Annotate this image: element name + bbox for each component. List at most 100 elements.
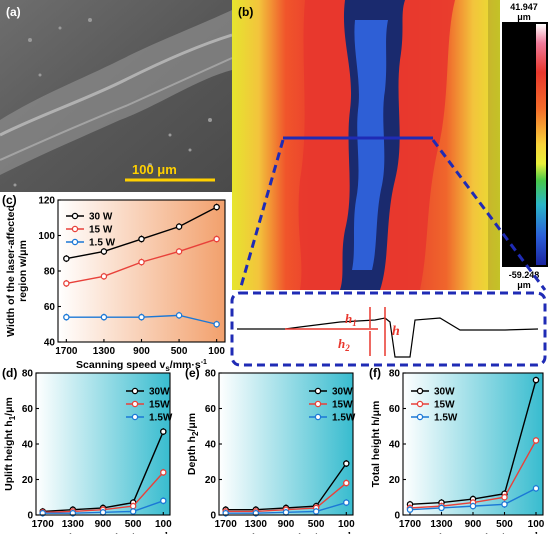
y-tick-label: 80: [205, 369, 217, 380]
data-point-s1_5: [213, 320, 220, 328]
legend-marker: [314, 387, 322, 395]
legend-marker: [416, 413, 424, 421]
colorbar-bottom-value: -59.248: [509, 270, 540, 280]
legend-label: 15W: [332, 400, 353, 411]
data-point-s30: [343, 460, 350, 467]
y-tick-label: 20: [22, 475, 34, 486]
x-tick-label: 1300: [430, 519, 453, 530]
x-axis-label: Scanning speed vs/mm·s-1: [76, 359, 207, 373]
y-axis-label: Total height h/μm: [370, 401, 382, 488]
legend-marker: [314, 413, 322, 421]
data-point-s15: [138, 258, 145, 266]
data-point-s1_5: [532, 485, 540, 492]
data-point-s1_5: [469, 502, 477, 510]
x-axis-label: Scanning speed vs/mm·s-1: [38, 532, 169, 534]
legend-label: 15W: [149, 400, 170, 411]
colorbar-top-value: 41.947: [510, 2, 538, 12]
y-tick-label: 0: [27, 511, 33, 522]
x-tick-label: 900: [278, 519, 295, 530]
data-point-s30: [138, 235, 145, 243]
data-point-s15: [100, 273, 108, 280]
colorbar-tick-label: 20: [520, 73, 530, 83]
x-tick-label: 500: [308, 519, 325, 530]
profile-curve: [237, 317, 539, 358]
x-tick-label: 500: [496, 519, 513, 530]
sem-ridge-2: [0, 57, 233, 161]
panel-d: (d) 0 20 40 60 80 1700 1300 900 500 100 30W 15W 1.5W S…: [2, 366, 173, 534]
y-axis-label: Uplift height h1/μm: [3, 397, 17, 491]
x-tick-label: 500: [125, 519, 142, 530]
y-tick-label: 20: [205, 475, 217, 486]
height-map-groove-core: [352, 20, 388, 270]
legend-label: 1.5W: [149, 413, 173, 424]
data-point-s1_5: [312, 508, 320, 515]
x-tick-label: 1700: [215, 519, 238, 530]
legend-label: 1.5W: [434, 413, 458, 424]
x-tick-label: 1700: [399, 519, 422, 530]
data-point-s1_5: [63, 313, 70, 321]
data-point-s1_5: [129, 508, 137, 515]
x-tick-label: 900: [465, 519, 482, 530]
x-tick-label: 900: [133, 346, 150, 357]
data-point-s30: [100, 248, 108, 255]
x-tick-label: 100: [208, 346, 225, 357]
h-label: h: [392, 324, 400, 339]
y-tick-label: 0: [394, 511, 400, 522]
legend-marker: [71, 238, 79, 246]
h1-label: h1: [345, 311, 357, 328]
legend-marker: [71, 225, 79, 233]
x-tick-label: 100: [528, 519, 545, 530]
x-tick-label: 1700: [55, 346, 78, 357]
colorbar-top-unit: μm: [517, 12, 531, 22]
y-tick-label: 40: [389, 440, 401, 451]
y-tick-label: 20: [389, 475, 401, 486]
y-tick-label: 60: [389, 404, 401, 415]
data-point-s30: [175, 223, 183, 230]
scale-bar-label: 100 μm: [132, 162, 177, 177]
x-tick-label: 500: [171, 346, 188, 357]
y-tick-label: 60: [44, 302, 56, 313]
colorbar-tick-label: -40: [517, 222, 530, 232]
data-point-s15: [532, 437, 540, 444]
legend-label: 15 W: [89, 225, 113, 236]
legend-marker: [416, 387, 424, 395]
panel-label-b: (b): [238, 5, 253, 19]
colorbar-tick-label: -20: [517, 172, 530, 182]
data-point-s1_5: [160, 497, 167, 505]
y-axis-label: Width of the laser-affectedregion w/μm: [5, 205, 29, 337]
data-point-s1_5: [406, 506, 414, 513]
panel-label-e: (e): [185, 366, 200, 380]
profile-box: [230, 291, 547, 367]
x-tick-label: 1300: [93, 346, 116, 357]
data-point-s30: [160, 428, 167, 435]
data-point-s30: [532, 376, 540, 384]
y-tick-label: 40: [205, 440, 217, 451]
panel-e: (e) 0 20 40 60 80 1700 1300 900 500 100 30W 15W 1.5W S…: [185, 366, 356, 534]
y-tick-label: 80: [22, 369, 34, 380]
projection-left: [238, 139, 285, 291]
colorbar-tick-label: -10: [517, 147, 530, 157]
x-tick-label: 900: [95, 519, 112, 530]
x-axis-label: Scanning speed vs/mm·s-1: [221, 532, 352, 534]
legend-marker: [314, 400, 322, 408]
x-tick-label: 1700: [32, 519, 55, 530]
map-edge: [488, 0, 500, 290]
axes-frame: [402, 372, 544, 516]
panel-label-a: (a): [6, 5, 21, 19]
data-point-s15: [129, 502, 137, 510]
panel-label-d: (d): [2, 366, 17, 380]
y-tick-label: 40: [22, 440, 34, 451]
colorbar-bottom-unit: μm: [517, 280, 531, 290]
legend-marker: [71, 212, 79, 220]
y-tick-label: 40: [44, 338, 56, 349]
legend-marker: [131, 400, 139, 408]
data-point-s30: [63, 255, 70, 262]
colorbar-tick-label: 40: [520, 23, 530, 33]
data-point-s15: [213, 235, 220, 243]
data-point-s1_5: [282, 509, 290, 516]
x-tick-label: 1300: [62, 519, 85, 530]
data-point-s1_5: [175, 312, 183, 319]
data-point-s30: [213, 203, 220, 211]
data-point-s1_5: [501, 501, 508, 508]
